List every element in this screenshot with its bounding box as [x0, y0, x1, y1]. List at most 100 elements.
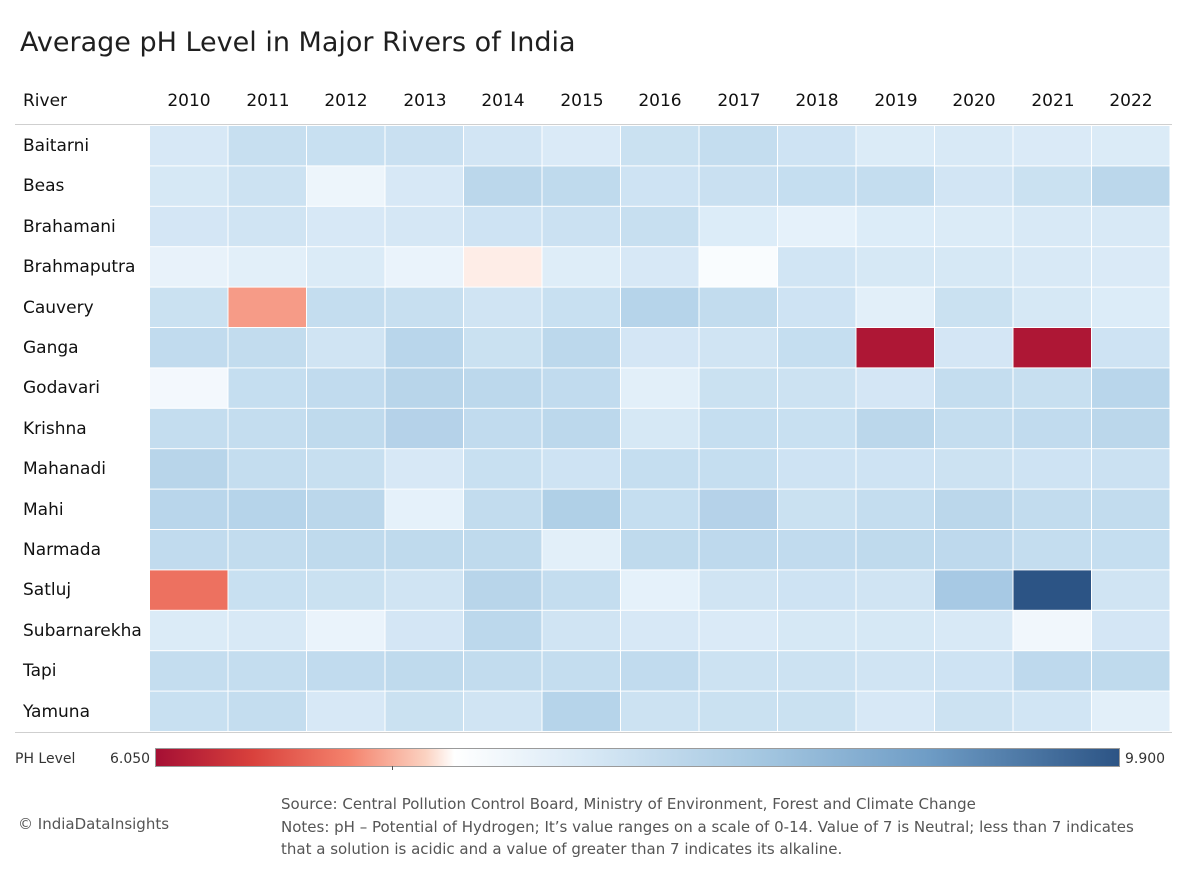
- heatmap-cell-baitarni-2022: [1092, 126, 1170, 166]
- bottom-divider: [15, 732, 1172, 733]
- heatmap-cell-godavari-2018: [778, 368, 856, 408]
- heatmap-cell-baitarni-2011: [228, 126, 306, 166]
- heatmap-cell-brahamani-2016: [621, 206, 699, 247]
- heatmap-cell-brahmaputra-2012: [307, 247, 385, 287]
- heatmap-cell-cauvery-2022: [1092, 287, 1170, 327]
- legend-max-value: 9.900: [1125, 751, 1166, 767]
- heatmap-cell-beas-2018: [778, 166, 856, 206]
- heatmap-cell-subarnarekha-2010: [150, 610, 228, 651]
- heatmap-cell-godavari-2021: [1013, 368, 1091, 408]
- heatmap-cell-godavari-2022: [1092, 368, 1170, 408]
- heatmap-cell-beas-2015: [542, 166, 620, 206]
- heatmap-cell-beas-2020: [935, 166, 1013, 206]
- heatmap-cell-brahamani-2015: [542, 206, 620, 247]
- heatmap-cell-narmada-2020: [935, 530, 1013, 570]
- heatmap-cell-mahanadi-2016: [621, 449, 699, 489]
- heatmap-cell-baitarni-2019: [856, 126, 934, 166]
- heatmap-cell-cauvery-2016: [621, 287, 699, 327]
- color-scale-bar: [155, 748, 1120, 767]
- heatmap-cell-beas-2017: [699, 166, 777, 206]
- heatmap-cell-mahanadi-2019: [856, 449, 934, 489]
- heatmap-cell-brahamani-2020: [935, 206, 1013, 247]
- heatmap-cell-cauvery-2011: [228, 287, 306, 327]
- heatmap-cell-brahamani-2014: [464, 206, 542, 247]
- heatmap-cell-mahi-2016: [621, 489, 699, 529]
- heatmap-cell-narmada-2013: [385, 530, 463, 570]
- heatmap-cell-subarnarekha-2011: [228, 610, 306, 651]
- heatmap-cell-narmada-2010: [150, 530, 228, 570]
- heatmap-cell-godavari-2014: [464, 368, 542, 408]
- heatmap-cell-cauvery-2015: [542, 287, 620, 327]
- heatmap-cell-krishna-2013: [385, 408, 463, 449]
- heatmap-cell-brahamani-2012: [307, 206, 385, 247]
- heatmap-cell-subarnarekha-2014: [464, 610, 542, 651]
- heatmap-cell-tapi-2014: [464, 651, 542, 691]
- year-header-2010: 2010: [167, 91, 211, 111]
- heatmap-cell-brahmaputra-2013: [385, 247, 463, 287]
- heatmap-cell-subarnarekha-2020: [935, 610, 1013, 651]
- heatmap-cell-yamuna-2018: [778, 691, 856, 731]
- heatmap-cell-brahamani-2010: [150, 206, 228, 247]
- heatmap-cell-krishna-2017: [699, 408, 777, 449]
- heatmap-cell-ganga-2018: [778, 328, 856, 368]
- heatmap-cell-narmada-2022: [1092, 530, 1170, 570]
- heatmap-cell-beas-2014: [464, 166, 542, 206]
- heatmap-cell-mahi-2014: [464, 489, 542, 529]
- heatmap-cell-brahmaputra-2020: [935, 247, 1013, 287]
- heatmap-cell-brahamani-2021: [1013, 206, 1091, 247]
- heatmap-cell-satluj-2022: [1092, 570, 1170, 610]
- row-label-narmada: Narmada: [23, 540, 102, 560]
- year-header-2014: 2014: [481, 91, 525, 111]
- heatmap-cell-baitarni-2012: [307, 126, 385, 166]
- heatmap-cell-brahmaputra-2011: [228, 247, 306, 287]
- row-label-mahanadi: Mahanadi: [23, 459, 106, 479]
- heatmap-cell-baitarni-2015: [542, 126, 620, 166]
- heatmap-cell-satluj-2012: [307, 570, 385, 610]
- heatmap-cell-mahi-2015: [542, 489, 620, 529]
- heatmap-cell-ganga-2016: [621, 328, 699, 368]
- row-label-mahi: Mahi: [23, 500, 64, 520]
- heatmap-cell-tapi-2011: [228, 651, 306, 691]
- heatmap-cell-subarnarekha-2021: [1013, 610, 1091, 651]
- heatmap-cell-godavari-2011: [228, 368, 306, 408]
- heatmap-cell-mahi-2022: [1092, 489, 1170, 529]
- heatmap-cell-brahmaputra-2018: [778, 247, 856, 287]
- legend-min-value: 6.050: [110, 751, 151, 767]
- heatmap-cell-mahanadi-2018: [778, 449, 856, 489]
- row-label-tapi: Tapi: [23, 661, 57, 681]
- heatmap-cell-subarnarekha-2015: [542, 610, 620, 651]
- year-header-2017: 2017: [717, 91, 761, 111]
- heatmap-cell-tapi-2016: [621, 651, 699, 691]
- heatmap-cell-yamuna-2010: [150, 691, 228, 731]
- heatmap-cell-satluj-2016: [621, 570, 699, 610]
- heatmap-cell-brahamani-2011: [228, 206, 306, 247]
- heatmap-cell-brahmaputra-2016: [621, 247, 699, 287]
- heatmap-cell-krishna-2018: [778, 408, 856, 449]
- heatmap-cell-cauvery-2012: [307, 287, 385, 327]
- heatmap-cell-satluj-2017: [699, 570, 777, 610]
- heatmap-cell-narmada-2019: [856, 530, 934, 570]
- heatmap-cell-krishna-2021: [1013, 408, 1091, 449]
- heatmap-cell-mahanadi-2010: [150, 449, 228, 489]
- heatmap-cell-narmada-2018: [778, 530, 856, 570]
- heatmap-cell-mahanadi-2015: [542, 449, 620, 489]
- heatmap-cell-beas-2013: [385, 166, 463, 206]
- heatmap-cell-mahi-2013: [385, 489, 463, 529]
- row-label-brahmaputra: Brahmaputra: [23, 257, 136, 277]
- row-label-yamuna: Yamuna: [23, 702, 90, 722]
- heatmap-cell-mahanadi-2013: [385, 449, 463, 489]
- heatmap-cell-tapi-2017: [699, 651, 777, 691]
- heatmap-cell-mahi-2020: [935, 489, 1013, 529]
- heatmap-cell-yamuna-2020: [935, 691, 1013, 731]
- heatmap-cell-mahanadi-2022: [1092, 449, 1170, 489]
- chart-title: Average pH Level in Major Rivers of Indi…: [20, 27, 576, 58]
- year-header-2021: 2021: [1031, 91, 1075, 111]
- heatmap-cell-mahanadi-2011: [228, 449, 306, 489]
- heatmap-cell-beas-2021: [1013, 166, 1091, 206]
- source-line: Source: Central Pollution Control Board,…: [281, 795, 976, 813]
- heatmap-cell-brahamani-2017: [699, 206, 777, 247]
- year-header-2022: 2022: [1109, 91, 1153, 111]
- heatmap-cell-tapi-2022: [1092, 651, 1170, 691]
- heatmap-cell-subarnarekha-2019: [856, 610, 934, 651]
